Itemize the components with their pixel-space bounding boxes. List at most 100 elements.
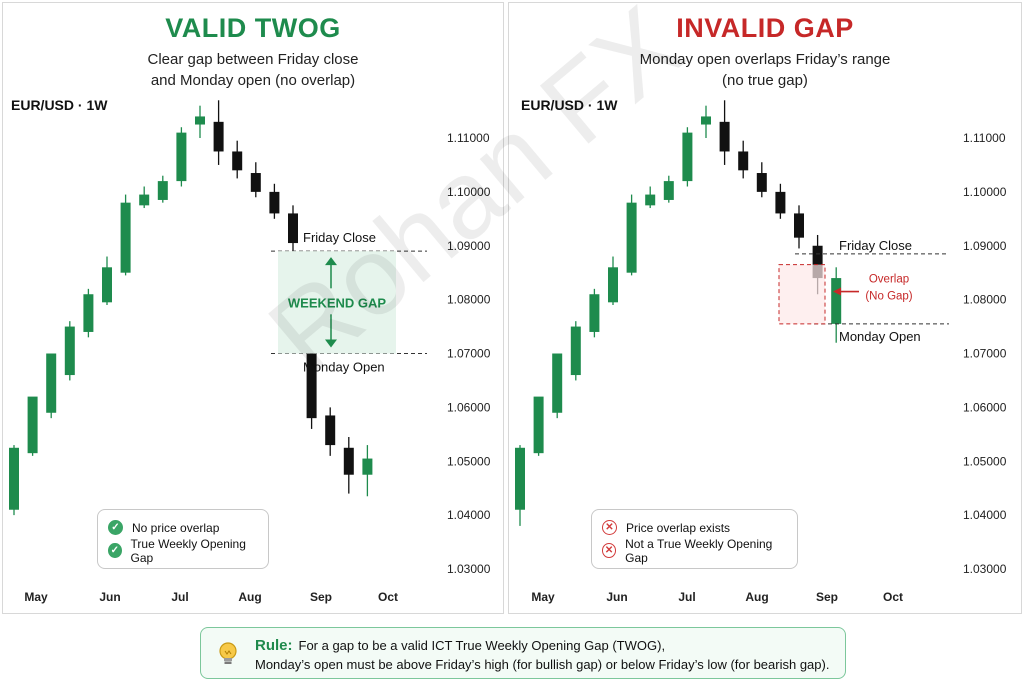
- y-tick-label: 1.11000: [963, 131, 1006, 145]
- candle-body: [250, 173, 261, 192]
- y-tick-label: 1.03000: [963, 562, 1007, 576]
- candle-body: [343, 447, 354, 475]
- legend-item: ✓ True Weekly Opening Gap: [108, 536, 258, 565]
- subtitle-line-2: and Monday open (no overlap): [150, 72, 356, 89]
- legend-item: ✕ Price overlap exists: [602, 516, 787, 539]
- no-gap-label: (No Gap): [865, 291, 912, 303]
- candle-body: [157, 181, 168, 200]
- y-tick-label: 1.08000: [447, 293, 491, 307]
- x-tick-label: Jun: [606, 590, 627, 604]
- candle-body: [213, 121, 224, 152]
- x-tick-label: Sep: [310, 590, 332, 604]
- invalid-gap-panel: INVALID GAP Monday open overlaps Friday’…: [508, 2, 1022, 614]
- invalid-gap-chart: 1.11000 1.10000 1.09000 1.08000 1.07000 1.060…: [515, 100, 1007, 604]
- rule-line-2: Monday’s open must be above Friday’s hig…: [255, 657, 830, 672]
- candle-body: [176, 132, 187, 182]
- panel-title-valid: VALID TWOG: [165, 13, 341, 43]
- y-tick-label: 1.05000: [447, 454, 491, 468]
- rule-line-1: For a gap to be a valid ICT True Weekly …: [298, 638, 666, 653]
- monday-open-label: Monday Open: [303, 360, 385, 375]
- arrow-left-icon: [833, 287, 841, 296]
- legend-valid: ✓ No price overlap ✓ True Weekly Opening G…: [97, 509, 269, 569]
- subtitle-line-1: Clear gap between Friday close: [147, 51, 359, 68]
- x-tick-label: May: [24, 590, 48, 604]
- candle-body: [663, 181, 674, 200]
- y-tick-label: 1.08000: [963, 293, 1007, 307]
- legend-text: Price overlap exists: [626, 520, 731, 535]
- valid-twog-panel: VALID TWOG Clear gap between Friday clos…: [2, 2, 504, 614]
- panel-subtitle-valid: Clear gap between Friday close and Monda…: [3, 49, 503, 91]
- x-tick-label: Oct: [883, 590, 903, 604]
- legend-item: ✓ No price overlap: [108, 516, 258, 539]
- x-tick-label: Aug: [745, 590, 768, 604]
- candle-body: [570, 326, 581, 376]
- candle-body: [64, 326, 75, 376]
- candle-body: [120, 202, 131, 273]
- candle-body: [812, 245, 823, 279]
- rule-box: Rule: For a gap to be a valid ICT True We…: [200, 627, 846, 679]
- candle-body: [701, 116, 711, 125]
- legend-text: True Weekly Opening Gap: [130, 536, 246, 565]
- monday-open-label: Monday Open: [839, 329, 921, 344]
- candle-body: [775, 191, 786, 214]
- candle-body: [9, 447, 19, 510]
- candle-body: [269, 191, 280, 214]
- y-tick-label: 1.04000: [447, 508, 491, 522]
- candle-body: [232, 151, 243, 171]
- candle-body: [682, 132, 693, 182]
- candle-body: [288, 213, 298, 244]
- check-circle-icon: ✓: [108, 543, 122, 558]
- check-circle-icon: ✓: [108, 520, 123, 535]
- candle-body: [552, 353, 563, 413]
- symbol-label: EUR/USD · 1W: [11, 97, 108, 113]
- candle-body: [515, 447, 525, 510]
- x-circle-icon: ✕: [602, 520, 617, 535]
- legend-invalid: ✕ Price overlap exists ✕ Not a True Weekly…: [591, 509, 798, 569]
- candle-body: [27, 396, 38, 454]
- friday-close-label: Friday Close: [839, 238, 912, 253]
- candle-body: [719, 121, 730, 152]
- symbol-label: EUR/USD · 1W: [521, 97, 618, 113]
- candle-body: [608, 267, 618, 303]
- y-tick-label: 1.09000: [963, 239, 1007, 253]
- x-tick-label: Aug: [238, 590, 261, 604]
- weekend-gap-label: WEEKEND GAP: [288, 295, 387, 310]
- x-tick-label: Jun: [99, 590, 120, 604]
- candle-body: [756, 173, 767, 192]
- candle-body: [831, 278, 842, 324]
- legend-text: Not a True Weekly Opening Gap: [625, 536, 773, 565]
- weekend-gap-zone: [278, 251, 396, 354]
- panel-title-invalid: INVALID GAP: [676, 13, 854, 43]
- candle-body: [102, 267, 112, 303]
- candle-body: [626, 202, 637, 273]
- candle-body: [794, 213, 804, 238]
- x-tick-label: Jul: [678, 590, 695, 604]
- y-tick-label: 1.07000: [963, 347, 1007, 361]
- subtitle-line-2: (no true gap): [722, 72, 808, 89]
- candle-body: [589, 294, 600, 332]
- x-tick-label: Jul: [171, 590, 188, 604]
- arrow-up-icon: [325, 257, 337, 266]
- candle-body: [195, 116, 205, 125]
- candle-body: [83, 294, 94, 332]
- x-tick-label: Oct: [378, 590, 398, 604]
- legend-text: No price overlap: [132, 520, 220, 535]
- candle-body: [306, 353, 317, 419]
- rule-text: Rule: For a gap to be a valid ICT True We…: [255, 636, 829, 674]
- candle-body: [362, 458, 373, 475]
- y-tick-label: 1.05000: [963, 454, 1007, 468]
- arrow-down-icon: [325, 339, 337, 348]
- candle-body: [325, 415, 336, 446]
- friday-close-label: Friday Close: [303, 230, 376, 245]
- candle-body: [46, 353, 57, 413]
- x-tick-label: Sep: [816, 590, 838, 604]
- x-tick-label: May: [531, 590, 555, 604]
- lightbulb-icon: [219, 642, 237, 664]
- panel-subtitle-invalid: Monday open overlaps Friday’s range (no …: [509, 49, 1021, 91]
- y-tick-label: 1.03000: [447, 562, 491, 576]
- overlap-label: Overlap: [869, 274, 909, 286]
- subtitle-line-1: Monday open overlaps Friday’s range: [639, 51, 891, 68]
- legend-item: ✕ Not a True Weekly Opening Gap: [602, 536, 787, 565]
- y-tick-label: 1.06000: [447, 400, 491, 414]
- y-tick-label: 1.07000: [447, 347, 491, 361]
